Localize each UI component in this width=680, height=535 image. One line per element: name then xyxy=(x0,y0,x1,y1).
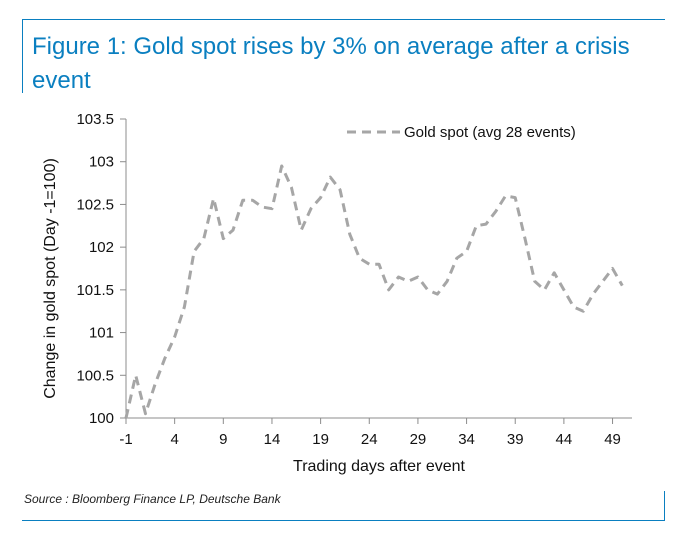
series-layer xyxy=(124,164,624,419)
title-left-rule xyxy=(22,19,23,93)
x-axis-title: Trading days after event xyxy=(293,458,466,475)
x-tick-label: -1 xyxy=(119,431,132,448)
legend: Gold spot (avg 28 events) xyxy=(347,124,576,141)
y-tick-label: 103.5 xyxy=(76,111,114,128)
x-tick-label: 39 xyxy=(507,431,524,448)
x-tick-label: 34 xyxy=(458,431,475,448)
footer-bottom-rule xyxy=(22,520,665,521)
y-tick-label: 102.5 xyxy=(76,196,114,213)
y-tick-label: 100 xyxy=(89,410,114,427)
y-tick-label: 101 xyxy=(89,325,114,342)
y-axis: 100 100.5 101 101.5 102 102.5 103 103.5 xyxy=(76,111,127,427)
x-tick-label: 49 xyxy=(604,431,621,448)
x-tick-label: 19 xyxy=(312,431,329,448)
source-note: Source : Bloomberg Finance LP, Deutsche … xyxy=(24,492,281,506)
gold-spot-series-line xyxy=(124,164,624,419)
x-tick-label: 9 xyxy=(219,431,227,448)
legend-label: Gold spot (avg 28 events) xyxy=(404,124,576,141)
x-axis: -1 4 9 14 19 24 29 34 39 44 49 xyxy=(119,417,632,448)
y-tick-label: 101.5 xyxy=(76,282,114,299)
x-tick-label: 44 xyxy=(556,431,573,448)
y-tick-label: 103 xyxy=(89,154,114,171)
x-tick-label: 4 xyxy=(170,431,178,448)
x-tick-label: 24 xyxy=(361,431,378,448)
title-top-rule xyxy=(22,19,665,20)
figure-title: Figure 1: Gold spot rises by 3% on avera… xyxy=(32,33,630,94)
y-axis-title: Change in gold spot (Day -1=100) xyxy=(42,158,59,399)
footer-right-rule xyxy=(664,491,665,521)
x-tick-label: 14 xyxy=(264,431,281,448)
y-tick-label: 100.5 xyxy=(76,367,114,384)
y-tick-label: 102 xyxy=(89,239,114,256)
x-tick-label: 29 xyxy=(410,431,427,448)
